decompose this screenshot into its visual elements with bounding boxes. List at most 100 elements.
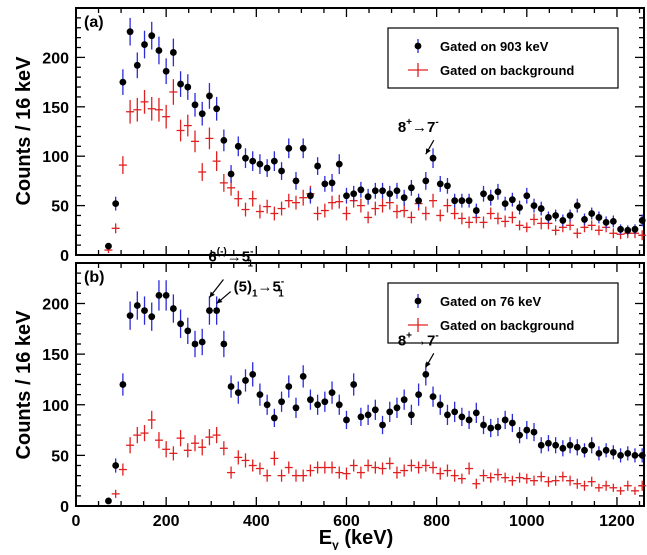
data-point (436, 401, 444, 409)
data-point (133, 61, 141, 69)
data-point (465, 197, 473, 205)
data-point (169, 305, 177, 312)
data-point (638, 217, 646, 224)
data-point (487, 424, 495, 432)
data-point (249, 157, 257, 165)
data-point (407, 184, 415, 192)
data-point (508, 196, 516, 204)
data-point (278, 167, 285, 175)
annotation-part: - (435, 117, 438, 128)
x-tick-label: 0 (72, 513, 81, 530)
data-point (516, 204, 523, 211)
data-point (530, 202, 538, 210)
data-point (105, 497, 112, 505)
annotation-arrowhead (216, 298, 223, 304)
y-tick-label: 0 (60, 248, 69, 265)
series-background (111, 410, 647, 498)
data-point (465, 416, 473, 424)
annotation-part: 1 (278, 289, 284, 300)
data-point (141, 307, 148, 314)
data-point (256, 391, 264, 399)
data-point (624, 226, 632, 234)
data-point (523, 426, 531, 434)
data-point (119, 381, 127, 388)
data-point (155, 292, 163, 299)
data-point (371, 187, 379, 195)
data-point (249, 370, 257, 378)
y-tick-label: 150 (42, 100, 69, 117)
x-tick-label: 200 (153, 513, 180, 530)
data-point (516, 431, 523, 439)
panel-label: (a) (84, 14, 104, 31)
data-point (415, 197, 423, 205)
data-point (429, 154, 437, 162)
annotation-part: → (412, 119, 427, 136)
data-point (472, 409, 480, 417)
data-point (148, 32, 156, 40)
data-point (480, 421, 487, 429)
data-point (133, 302, 141, 309)
data-point (112, 200, 120, 208)
data-point (429, 393, 437, 401)
data-point (234, 142, 242, 150)
panel-label: (b) (84, 269, 104, 286)
data-point (458, 197, 466, 205)
data-point (357, 186, 365, 194)
annotation-arrowhead (425, 148, 431, 155)
data-point (191, 101, 199, 109)
legend-marker (414, 297, 422, 305)
data-point (105, 242, 112, 250)
data-point (256, 160, 264, 168)
data-point (112, 462, 120, 469)
data-point (624, 449, 632, 457)
annotation-part: + (406, 117, 412, 128)
data-point (162, 67, 170, 75)
y-tick-label: 100 (42, 398, 69, 415)
x-axis-title-unit: (keV) (339, 527, 393, 549)
data-point (227, 170, 235, 178)
data-point (552, 212, 560, 219)
data-point (314, 401, 322, 409)
data-point (357, 413, 365, 421)
annotation-part: (5) (234, 279, 252, 296)
data-point (206, 92, 213, 100)
x-axis-title: Eγ (keV) (319, 527, 394, 550)
data-point (285, 144, 293, 152)
data-point (581, 216, 588, 223)
data-point (191, 340, 199, 348)
data-point (444, 182, 451, 190)
data-point (407, 411, 415, 419)
data-point (494, 423, 502, 431)
legend-label: Gated on 903 keV (440, 39, 549, 54)
data-point (270, 157, 278, 165)
y-tick-label: 50 (51, 199, 69, 216)
annotation-part: 7 (427, 119, 435, 136)
annotation-arrowhead (425, 361, 431, 368)
data-point (530, 428, 538, 436)
y-axis-title-a: Counts / 16 keV (13, 56, 35, 206)
data-point (617, 451, 624, 459)
annotation-part: - (281, 277, 284, 288)
data-point (371, 406, 379, 414)
data-point (400, 396, 408, 404)
annotation-label: 8+→7- (398, 117, 439, 136)
data-point (198, 110, 206, 118)
series-gated (105, 17, 646, 250)
data-point (220, 136, 228, 144)
data-point (263, 164, 271, 172)
data-point (148, 313, 156, 321)
annotation-part: → (258, 279, 273, 296)
data-point (285, 383, 293, 390)
y-tick-label: 200 (42, 50, 69, 67)
y-axis-title-b: Counts / 16 keV (13, 310, 35, 460)
data-point (343, 192, 350, 200)
data-point (299, 144, 307, 152)
data-point (422, 370, 430, 378)
data-point (566, 212, 574, 219)
data-point (595, 214, 603, 221)
data-point (581, 446, 588, 454)
